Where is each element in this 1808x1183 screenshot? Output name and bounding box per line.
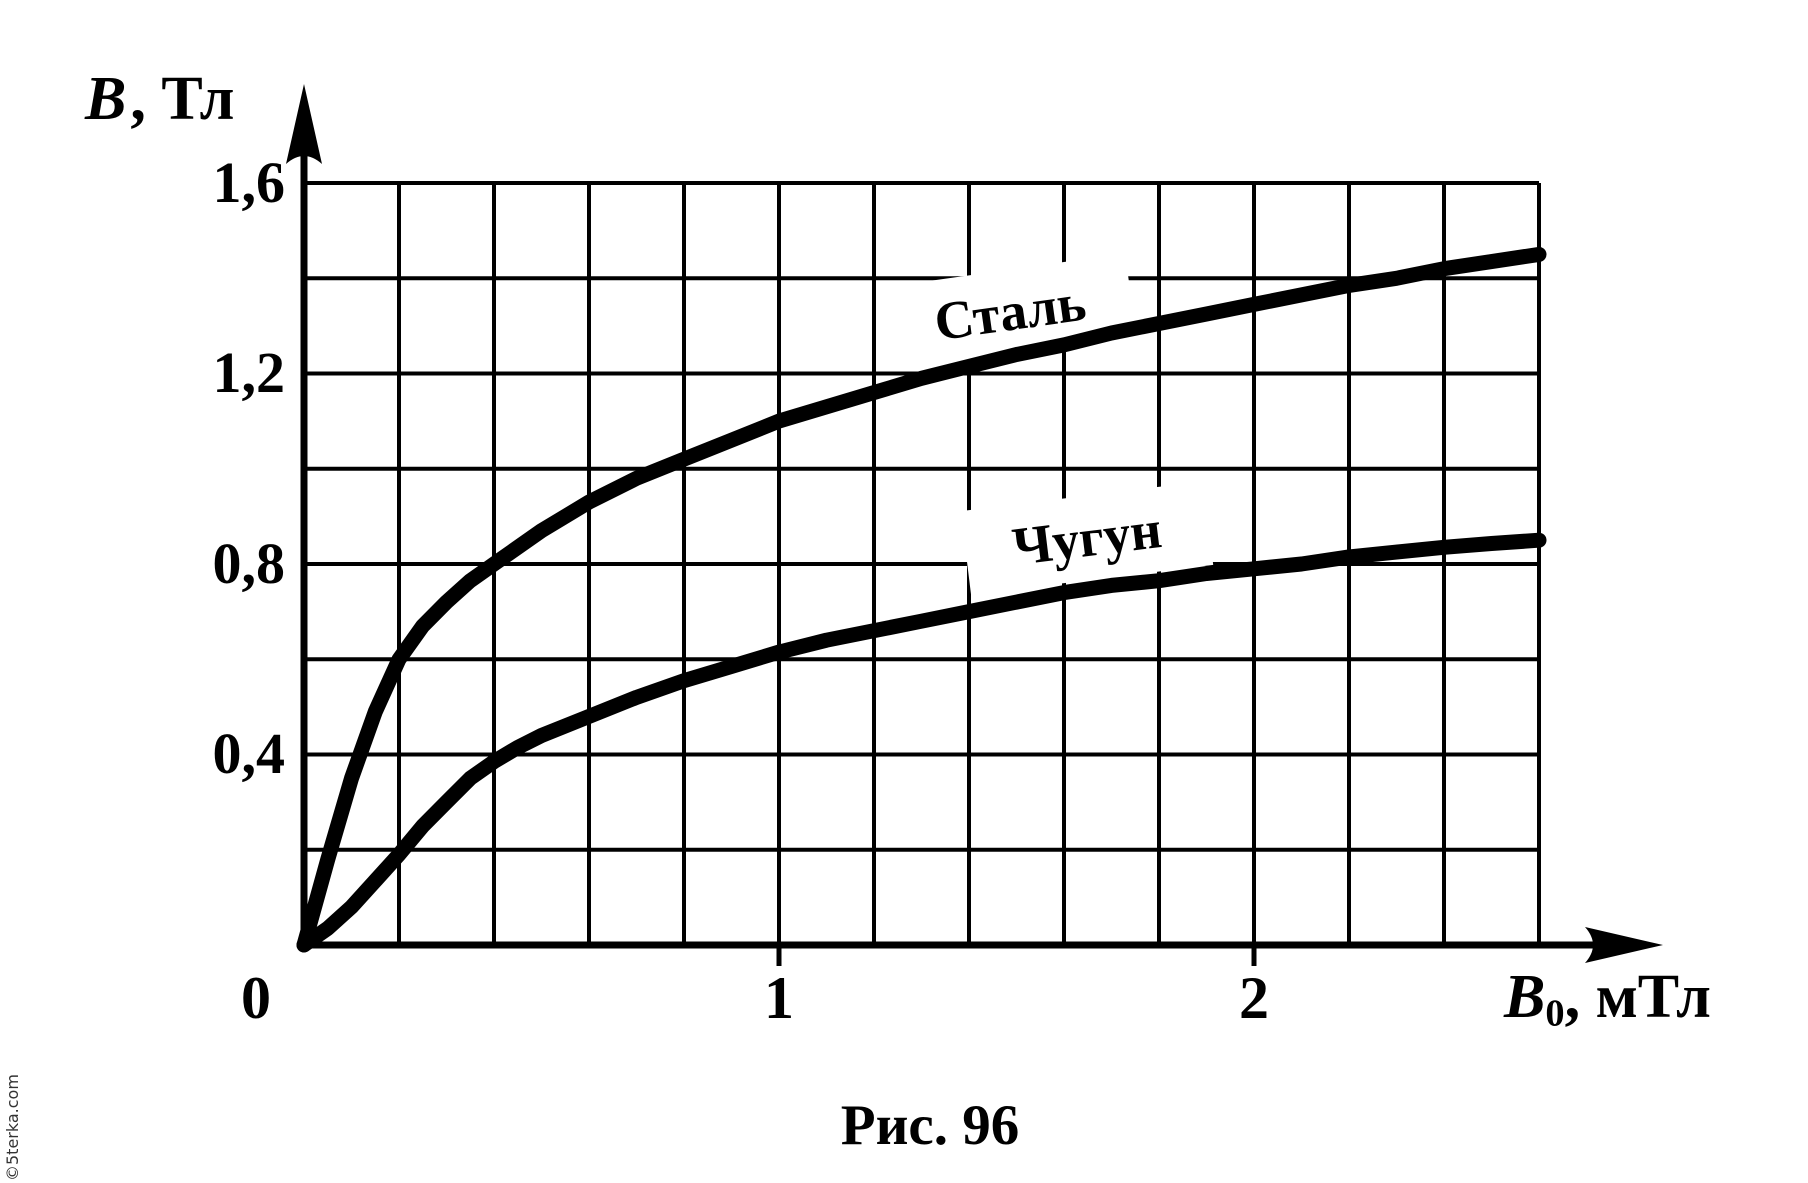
figure-caption: Рис. 96 — [840, 1094, 1020, 1157]
y-axis-symbol: B — [85, 65, 127, 133]
y-axis-arrowhead — [286, 84, 322, 164]
x-tick-marks — [776, 945, 1257, 966]
x-tick-label-1: 1 — [764, 965, 794, 1031]
y-tick-label-0-4: 0,4 — [212, 721, 286, 786]
grid-lines — [304, 181, 1541, 945]
y-tick-label-1-2: 1,2 — [212, 340, 286, 405]
x-axis-title: B0, мТл — [1504, 966, 1711, 1033]
watermark: ©5terka.com — [3, 1074, 22, 1181]
x-tick-label-0: 0 — [241, 965, 271, 1031]
y-axis-title: B, Тл — [85, 68, 234, 130]
x-axis-unit: , мТл — [1564, 963, 1711, 1031]
axes — [286, 84, 1663, 963]
x-axis-arrowhead — [1585, 927, 1663, 963]
x-axis-symbol: B — [1504, 963, 1546, 1031]
x-axis-symbol-subscript: 0 — [1545, 992, 1565, 1035]
iron-label-box — [960, 481, 1214, 595]
y-axis-unit: , Тл — [130, 65, 235, 133]
y-tick-label-0-8: 0,8 — [212, 531, 286, 596]
y-tick-label-1-6: 1,6 — [212, 150, 286, 215]
x-tick-label-2: 2 — [1239, 965, 1269, 1031]
iron-curve — [296, 532, 1547, 953]
steel-curve — [296, 246, 1547, 953]
